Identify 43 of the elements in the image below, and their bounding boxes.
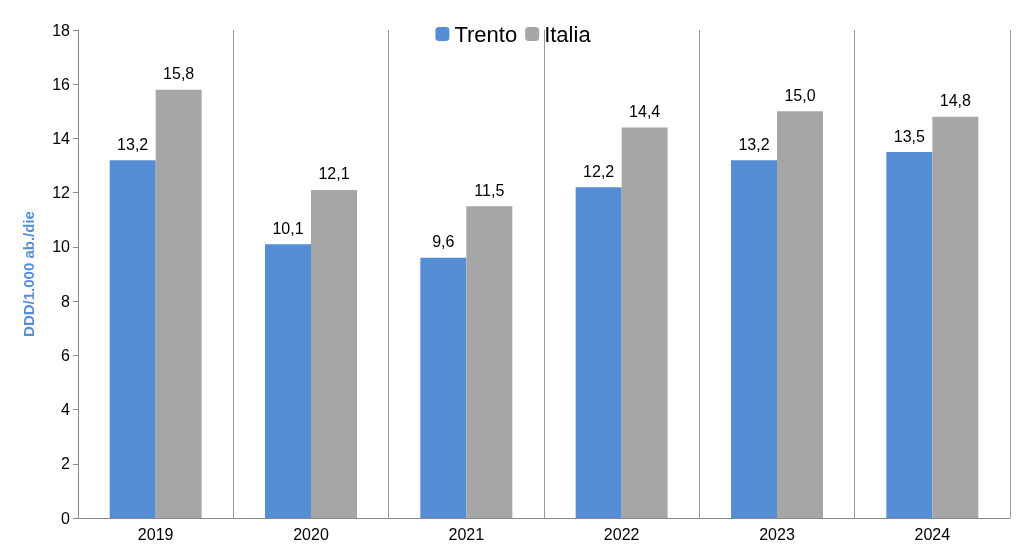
y-tick-label: 12 <box>52 184 71 202</box>
y-tick-label: 16 <box>52 75 71 93</box>
data-label: 13,2 <box>117 135 149 153</box>
legend-label: Trento <box>454 21 518 47</box>
bar <box>265 244 311 518</box>
x-tick-label: 2021 <box>448 525 485 543</box>
bar <box>777 111 823 518</box>
bar <box>420 257 467 518</box>
x-tick-label: 2024 <box>914 525 951 543</box>
bar <box>731 160 777 518</box>
legend-label: Italia <box>544 21 592 47</box>
data-label: 11,5 <box>474 181 505 199</box>
x-tick-label: 2019 <box>137 525 174 543</box>
y-tick-label: 0 <box>61 509 71 527</box>
bar <box>311 189 357 518</box>
data-label: 12,1 <box>318 165 350 183</box>
y-tick-label: 6 <box>61 346 71 364</box>
data-label: 9,6 <box>432 233 455 251</box>
y-tick-label: 2 <box>61 455 71 473</box>
bar <box>886 152 933 518</box>
data-label: 14,4 <box>629 103 661 121</box>
bar <box>575 187 622 518</box>
y-tick-label: 8 <box>61 292 71 310</box>
data-label: 10,1 <box>272 219 304 237</box>
data-label: 14,8 <box>939 92 972 110</box>
data-label: 15,8 <box>163 65 195 83</box>
bar <box>466 206 513 518</box>
bar <box>932 116 979 518</box>
bar <box>621 127 668 518</box>
x-tick-label: 2023 <box>759 525 795 543</box>
x-tick-label: 2020 <box>293 525 329 543</box>
data-label: 12,2 <box>583 162 615 180</box>
data-label: 13,2 <box>738 135 770 153</box>
data-label: 13,5 <box>893 127 926 145</box>
x-tick-label: 2022 <box>603 525 640 543</box>
data-label: 15,0 <box>784 86 816 104</box>
y-tick-label: 18 <box>52 21 71 39</box>
bar <box>109 160 156 518</box>
y-tick-label: 4 <box>61 401 71 419</box>
y-tick-label: 14 <box>52 129 71 147</box>
y-axis-title: DDD/1.000 ab./die <box>20 211 37 337</box>
y-tick-label: 10 <box>52 238 71 256</box>
bar <box>155 89 202 518</box>
